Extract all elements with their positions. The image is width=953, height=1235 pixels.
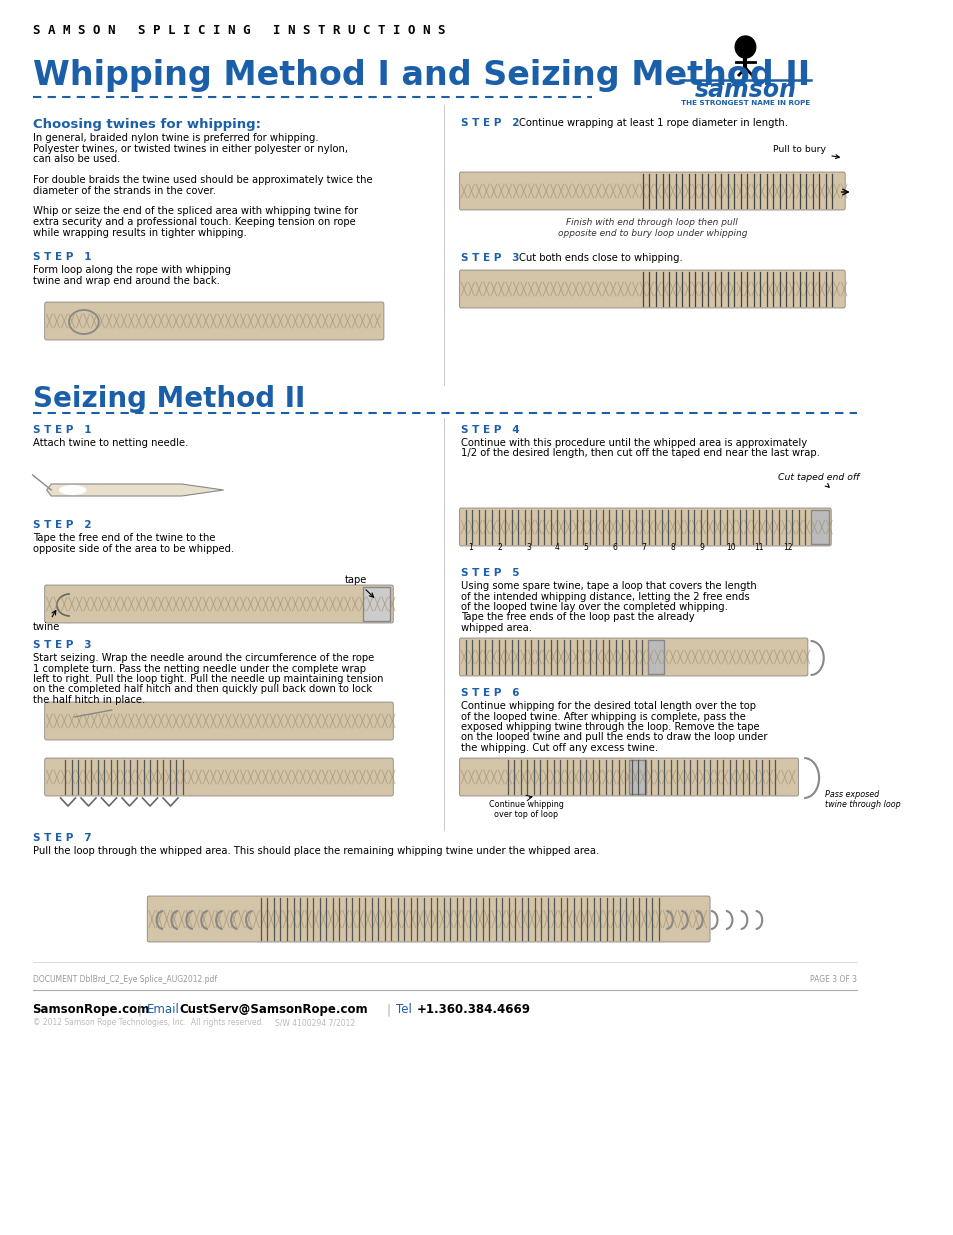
Text: Whipping Method I and Seizing Method II: Whipping Method I and Seizing Method II — [32, 58, 809, 91]
FancyBboxPatch shape — [459, 172, 844, 210]
FancyBboxPatch shape — [147, 897, 709, 942]
Text: Continue with this procedure until the whipped area is approximately: Continue with this procedure until the w… — [461, 438, 806, 448]
Text: Pull to bury: Pull to bury — [773, 146, 839, 158]
Text: twine and wrap end around the back.: twine and wrap end around the back. — [32, 275, 219, 287]
Text: © 2012 Samson Rope Technologies, Inc.  All rights reserved.: © 2012 Samson Rope Technologies, Inc. Al… — [32, 1018, 263, 1028]
Text: Seizing Method II: Seizing Method II — [32, 385, 305, 412]
Text: 1/2 of the desired length, then cut off the taped end near the last wrap.: 1/2 of the desired length, then cut off … — [461, 448, 820, 458]
Text: twine: twine — [32, 610, 60, 632]
Text: S/W 4100294 7/2012: S/W 4100294 7/2012 — [274, 1018, 355, 1028]
Text: 7: 7 — [640, 543, 646, 552]
Text: THE STRONGEST NAME IN ROPE: THE STRONGEST NAME IN ROPE — [680, 100, 809, 106]
Text: opposite side of the area to be whipped.: opposite side of the area to be whipped. — [32, 543, 233, 555]
Text: opposite end to bury loop under whipping: opposite end to bury loop under whipping — [557, 228, 746, 238]
FancyBboxPatch shape — [45, 701, 393, 740]
Bar — [810, 510, 828, 543]
Text: Pull the loop through the whipped area. This should place the remaining whipping: Pull the loop through the whipped area. … — [32, 846, 598, 856]
Text: Tel: Tel — [395, 1003, 412, 1016]
Text: 9: 9 — [699, 543, 703, 552]
Text: Pass exposed
twine through loop: Pass exposed twine through loop — [823, 790, 900, 809]
Text: Finish with end through loop then pull: Finish with end through loop then pull — [566, 219, 738, 227]
Text: of the looped twine. After whipping is complete, pass the: of the looped twine. After whipping is c… — [461, 711, 745, 721]
Text: S T E P   2: S T E P 2 — [461, 119, 519, 128]
Polygon shape — [47, 484, 223, 496]
FancyBboxPatch shape — [45, 585, 393, 622]
Text: Form loop along the rope with whipping: Form loop along the rope with whipping — [32, 266, 231, 275]
Text: Tape the free end of the twine to the: Tape the free end of the twine to the — [32, 534, 214, 543]
Text: 4: 4 — [555, 543, 559, 552]
Text: |: | — [386, 1003, 391, 1016]
Circle shape — [735, 36, 755, 58]
Text: 1 complete turn. Pass the netting needle under the complete wrap: 1 complete turn. Pass the netting needle… — [32, 663, 365, 673]
FancyBboxPatch shape — [45, 758, 393, 797]
Text: 3: 3 — [525, 543, 530, 552]
Text: Cut taped end off: Cut taped end off — [778, 473, 859, 488]
Text: PAGE 3 OF 3: PAGE 3 OF 3 — [809, 974, 857, 984]
Text: Email: Email — [147, 1003, 180, 1016]
Text: can also be used.: can also be used. — [32, 154, 120, 164]
Text: CustServ@SamsonRope.com: CustServ@SamsonRope.com — [180, 1003, 368, 1016]
Text: S T E P   2: S T E P 2 — [32, 520, 91, 530]
Text: Continue whipping
over top of loop: Continue whipping over top of loop — [489, 800, 563, 819]
Text: Cut both ends close to whipping.: Cut both ends close to whipping. — [518, 253, 682, 263]
Text: diameter of the strands in the cover.: diameter of the strands in the cover. — [32, 185, 215, 195]
Text: 1: 1 — [468, 543, 473, 552]
Text: Using some spare twine, tape a loop that covers the length: Using some spare twine, tape a loop that… — [461, 580, 757, 592]
Text: Continue wrapping at least 1 rope diameter in length.: Continue wrapping at least 1 rope diamet… — [518, 119, 787, 128]
Text: S T E P   6: S T E P 6 — [461, 688, 519, 698]
Text: S T E P   3: S T E P 3 — [32, 640, 91, 650]
Text: S T E P   3: S T E P 3 — [461, 253, 519, 263]
Text: DOCUMENT DblBrd_C2_Eye Splice_AUG2012.pdf: DOCUMENT DblBrd_C2_Eye Splice_AUG2012.pd… — [32, 974, 216, 984]
Text: 8: 8 — [670, 543, 675, 552]
Text: 11: 11 — [754, 543, 763, 552]
Bar — [363, 587, 389, 621]
Text: 12: 12 — [782, 543, 792, 552]
Text: left to right. Pull the loop tight. Pull the needle up maintaining tension: left to right. Pull the loop tight. Pull… — [32, 674, 383, 684]
Text: 10: 10 — [725, 543, 735, 552]
Text: +1.360.384.4669: +1.360.384.4669 — [416, 1003, 530, 1016]
Text: S A M S O N   S P L I C I N G   I N S T R U C T I O N S: S A M S O N S P L I C I N G I N S T R U … — [32, 23, 445, 37]
Text: Attach twine to netting needle.: Attach twine to netting needle. — [32, 438, 188, 448]
Text: on the completed half hitch and then quickly pull back down to lock: on the completed half hitch and then qui… — [32, 684, 372, 694]
Text: the whipping. Cut off any excess twine.: the whipping. Cut off any excess twine. — [461, 743, 658, 753]
Text: S T E P   1: S T E P 1 — [32, 252, 91, 262]
Text: 6: 6 — [612, 543, 617, 552]
Text: Start seizing. Wrap the needle around the circumference of the rope: Start seizing. Wrap the needle around th… — [32, 653, 374, 663]
FancyBboxPatch shape — [459, 758, 798, 797]
Text: while wrapping results in tighter whipping.: while wrapping results in tighter whippi… — [32, 227, 246, 237]
Text: samson: samson — [694, 78, 796, 103]
Text: S T E P   5: S T E P 5 — [461, 568, 519, 578]
Text: Tape the free ends of the loop past the already: Tape the free ends of the loop past the … — [461, 613, 694, 622]
Text: of the looped twine lay over the completed whipping.: of the looped twine lay over the complet… — [461, 601, 727, 613]
Text: Continue whipping for the desired total length over the top: Continue whipping for the desired total … — [461, 701, 756, 711]
FancyBboxPatch shape — [459, 638, 807, 676]
Text: the half hitch in place.: the half hitch in place. — [32, 695, 145, 705]
Text: on the looped twine and pull the ends to draw the loop under: on the looped twine and pull the ends to… — [461, 732, 767, 742]
Text: S T E P   1: S T E P 1 — [32, 425, 91, 435]
Text: whipped area.: whipped area. — [461, 622, 532, 634]
Text: Whip or seize the end of the spliced area with whipping twine for: Whip or seize the end of the spliced are… — [32, 206, 357, 216]
Text: extra security and a professional touch. Keeping tension on rope: extra security and a professional touch.… — [32, 217, 355, 227]
Text: 2: 2 — [497, 543, 501, 552]
Text: |: | — [138, 1003, 142, 1016]
FancyBboxPatch shape — [459, 508, 830, 546]
Text: exposed whipping twine through the loop. Remove the tape: exposed whipping twine through the loop.… — [461, 722, 760, 732]
Text: SamsonRope.com: SamsonRope.com — [32, 1003, 150, 1016]
Text: tape: tape — [344, 576, 374, 598]
FancyBboxPatch shape — [459, 270, 844, 308]
Text: 5: 5 — [583, 543, 588, 552]
Text: Polyester twines, or twisted twines in either polyester or nylon,: Polyester twines, or twisted twines in e… — [32, 143, 347, 153]
FancyBboxPatch shape — [45, 303, 383, 340]
Text: Choosing twines for whipping:: Choosing twines for whipping: — [32, 119, 260, 131]
Bar — [647, 640, 663, 674]
Text: In general, braided nylon twine is preferred for whipping.: In general, braided nylon twine is prefe… — [32, 133, 318, 143]
Text: S T E P   7: S T E P 7 — [32, 832, 91, 844]
Ellipse shape — [60, 485, 86, 494]
Bar — [628, 760, 645, 794]
Text: For double braids the twine used should be approximately twice the: For double braids the twine used should … — [32, 175, 372, 185]
Text: S T E P   4: S T E P 4 — [461, 425, 519, 435]
Text: of the intended whipping distance, letting the 2 free ends: of the intended whipping distance, letti… — [461, 592, 749, 601]
